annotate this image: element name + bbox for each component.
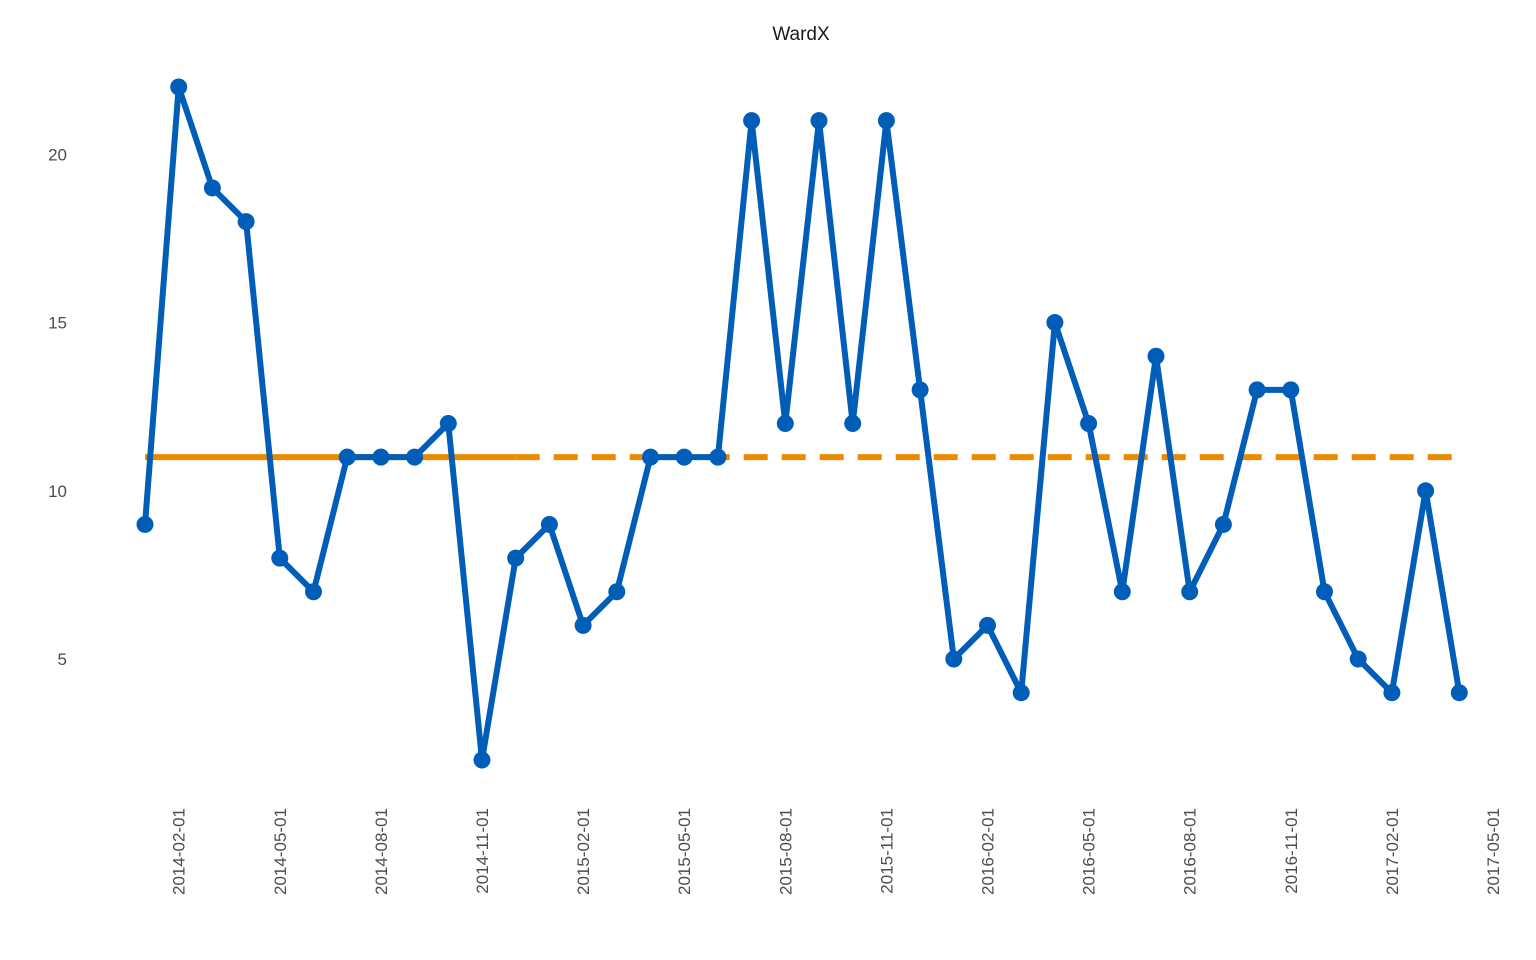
data-point bbox=[642, 448, 659, 466]
data-point bbox=[574, 616, 592, 634]
data-point bbox=[1012, 684, 1030, 702]
y-tick-label: 20 bbox=[48, 145, 67, 164]
data-point bbox=[1417, 482, 1435, 500]
x-tick-label: 2016-05-01 bbox=[1080, 808, 1099, 895]
data-point bbox=[237, 213, 255, 231]
y-tick-label: 15 bbox=[48, 314, 67, 333]
data-point bbox=[1214, 515, 1232, 533]
data-point bbox=[979, 616, 996, 634]
data-point bbox=[540, 515, 558, 533]
data-point bbox=[844, 415, 862, 432]
y-tick-label: 5 bbox=[58, 650, 67, 669]
data-point bbox=[743, 112, 761, 130]
data-point bbox=[675, 448, 693, 466]
data-point bbox=[305, 583, 322, 601]
data-point bbox=[911, 381, 929, 399]
data-point bbox=[608, 583, 626, 601]
chart-title: WardX bbox=[772, 24, 830, 45]
data-point bbox=[1080, 415, 1098, 432]
data-point bbox=[1450, 684, 1468, 702]
x-tick-label: 2014-08-01 bbox=[372, 808, 391, 895]
data-point bbox=[1113, 583, 1131, 601]
data-point bbox=[877, 112, 895, 130]
data-point bbox=[507, 549, 525, 567]
data-point bbox=[1147, 347, 1165, 365]
x-tick-label: 2015-02-01 bbox=[574, 808, 593, 895]
x-tick-label: 2016-08-01 bbox=[1181, 808, 1200, 895]
x-tick-label: 2016-02-01 bbox=[979, 808, 998, 895]
x-tick-label: 2015-11-01 bbox=[877, 808, 896, 894]
data-point bbox=[372, 448, 390, 466]
data-point bbox=[1316, 583, 1333, 601]
data-point bbox=[170, 78, 188, 96]
x-tick-label: 2015-08-01 bbox=[776, 808, 795, 895]
x-tick-label: 2017-05-01 bbox=[1484, 808, 1503, 895]
series-layer bbox=[136, 78, 1468, 769]
data-point bbox=[1181, 583, 1199, 601]
y-axis: 5 10 15 20 bbox=[48, 145, 67, 669]
x-tick-label: 2015-05-01 bbox=[675, 808, 694, 895]
data-point bbox=[1282, 381, 1300, 399]
x-tick-label: 2017-02-01 bbox=[1383, 808, 1402, 895]
data-point bbox=[945, 650, 963, 668]
x-axis: 2014-02-01 2014-05-01 2014-08-01 2014-11-01… bbox=[170, 808, 1503, 895]
data-point bbox=[1046, 314, 1064, 332]
data-point bbox=[1248, 381, 1266, 399]
data-point bbox=[338, 448, 356, 466]
data-point bbox=[1349, 650, 1367, 668]
series-line bbox=[142, 84, 1463, 763]
data-point bbox=[406, 448, 424, 466]
x-tick-label: 2014-02-01 bbox=[170, 808, 189, 895]
data-point bbox=[810, 112, 828, 130]
data-point bbox=[271, 549, 289, 567]
data-point bbox=[776, 415, 794, 432]
x-tick-label: 2014-05-01 bbox=[271, 808, 290, 895]
data-point bbox=[136, 515, 154, 533]
data-point bbox=[473, 751, 491, 769]
data-point bbox=[709, 448, 727, 466]
x-tick-label: 2014-11-01 bbox=[473, 808, 492, 894]
data-point bbox=[439, 415, 457, 432]
x-tick-label: 2016-11-01 bbox=[1282, 808, 1301, 894]
data-point bbox=[1383, 684, 1401, 702]
y-tick-label: 10 bbox=[48, 482, 67, 501]
data-point bbox=[203, 179, 221, 197]
